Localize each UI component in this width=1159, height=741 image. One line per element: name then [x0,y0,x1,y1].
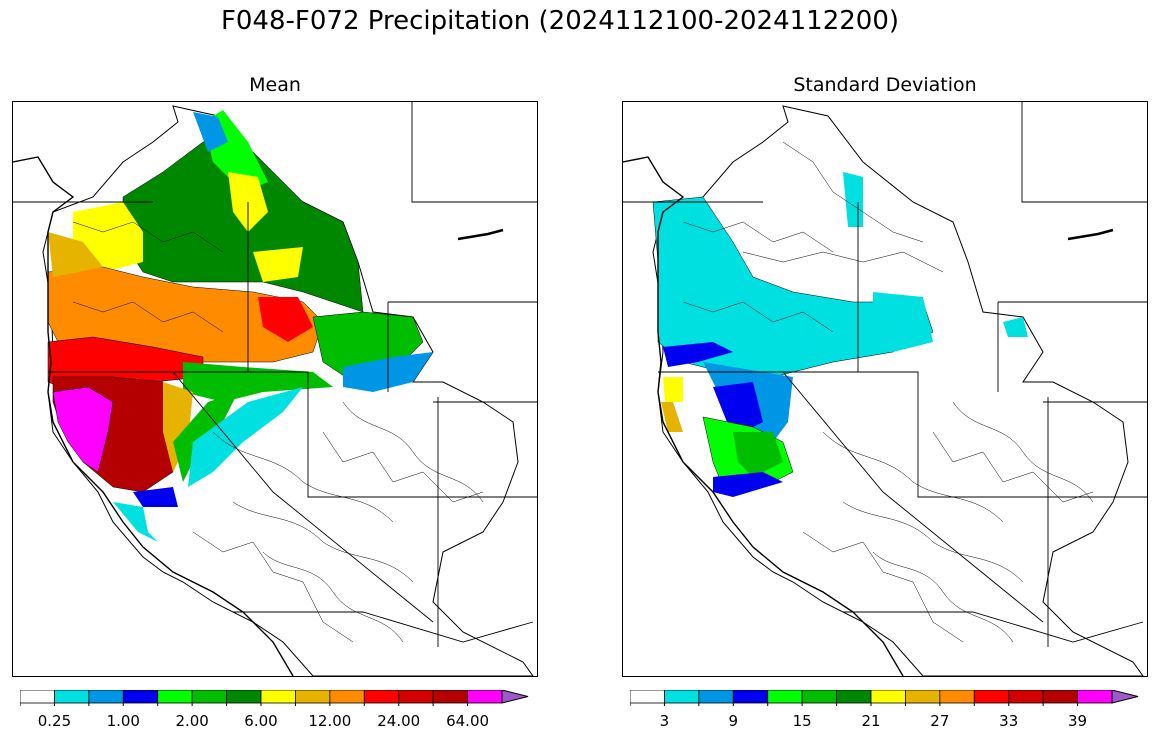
stddev-colorbar-tick-label: 15 [792,712,812,730]
mean-blue-top [193,112,228,152]
mean-colorbar-tick-label: 64.00 [446,712,490,730]
stddev-colorbar-swatch [939,690,975,704]
mean-colorbar-swatch [329,690,365,704]
stddev-colorbar-tick-label: 21 [861,712,881,730]
mean-cyan-south [113,502,158,542]
mean-colorbar: 0.25 1.00 2.00 6.00 12.00 24.00 64.00 [20,690,530,734]
stddev-colorbar-swatch [698,690,734,704]
mean-colorbar-swatch [88,690,124,704]
stddev-colorbar-swatch [732,690,769,704]
mean-yellow-3 [253,247,303,282]
stddev-colorbar-swatch [836,690,872,704]
mean-colorbar-swatches [20,690,503,706]
mean-colorbar-swatch [363,690,400,704]
mean-cyan-region [188,387,303,487]
stddev-colorbar-swatch [630,690,665,704]
mean-panel-title: Mean [249,74,301,96]
stddev-orange-region [661,402,683,432]
mean-colorbar-tick-label: 2.00 [175,712,209,730]
stddev-colorbar-swatch [1008,690,1044,704]
stddev-yellow-region [663,377,683,402]
mean-colorbar-swatch [226,690,262,704]
stddev-colorbar-tick-label: 3 [659,712,670,730]
mean-gold-region [48,232,103,277]
mean-colorbar-tick-label: 6.00 [244,712,278,730]
stddev-colorbar-tick-label: 9 [728,712,739,730]
stddev-state-lines [623,102,1147,647]
mean-colorbar-tick-label: 0.25 [37,712,72,730]
stddev-coastline [623,156,904,676]
mean-magenta-region [52,386,114,473]
mean-colorbar-swatch [191,690,227,704]
mean-colorbar-swatch [157,690,193,704]
stddev-colorbar-swatch [664,690,700,704]
stddev-panel-title: Standard Deviation [793,74,977,96]
stddev-colorbar-extend-arrow [1111,690,1139,704]
mean-state-lines [13,102,537,647]
stddev-basin-grid [682,141,1094,643]
mean-colorbar-swatch [122,690,159,704]
stddev-blue-south [713,472,783,497]
stddev-blue-core [713,382,763,437]
stddev-colorbar-swatch [767,690,803,704]
mean-colorbar-swatch [20,690,55,704]
stddev-colorbar: 3 9 15 21 27 33 39 [630,690,1140,734]
mean-lake-line [457,228,504,241]
stddev-colorbar-tick-label: 33 [999,712,1019,730]
stddev-colorbar-swatch [905,690,941,704]
figure-title: F048-F072 Precipitation (2024112100-2024… [220,6,900,36]
stddev-colorbar-swatches [630,690,1113,706]
mean-basin-grid [72,221,484,643]
mean-colorbar-swatch [54,690,90,704]
stddev-cyan-ne [1003,317,1028,337]
stddev-lake-line [1067,228,1114,241]
mean-blue-south [133,487,178,507]
stddev-darkgreen-region [733,432,783,477]
mean-colorbar-tick-label: 12.00 [308,712,352,730]
stddev-cyan-east [873,292,933,352]
stddev-colorbar-swatch [1042,690,1078,704]
mean-colorbar-swatch [295,690,331,704]
mean-gold-sierra [163,382,193,472]
mean-colorbar-tick-label: 1.00 [106,712,140,730]
stddev-colorbar-tick-label: 39 [1068,712,1088,730]
mean-colorbar-tick-label: 24.00 [377,712,421,730]
mean-coastline [13,156,294,676]
stddev-colorbar-swatch [801,690,837,704]
mean-colorbar-swatch [398,690,434,704]
stddev-colorbar-swatch [1077,690,1113,704]
stddev-colorbar-tick-label: 27 [930,712,950,730]
stddev-colorbar-swatch [973,690,1010,704]
mean-map [12,101,538,677]
stddev-map [622,101,1148,677]
stddev-blue-region [663,342,733,367]
mean-red-ne [258,297,313,342]
stddev-colorbar-swatch [870,690,906,704]
mean-colorbar-swatch [432,690,468,704]
mean-colorbar-swatch [260,690,296,704]
mean-colorbar-extend-arrow [501,690,529,704]
mean-colorbar-swatch [467,690,503,704]
